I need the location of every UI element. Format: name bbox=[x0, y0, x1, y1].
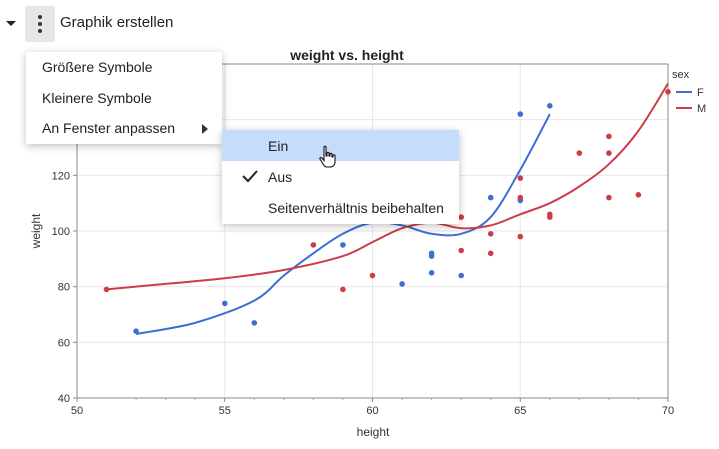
submenu-arrow-icon bbox=[202, 124, 208, 134]
hand-pointer-cursor-icon bbox=[319, 145, 336, 168]
y-axis-ticks: 406080100120140 bbox=[52, 115, 77, 405]
graph-header-title: Graphik erstellen bbox=[60, 14, 174, 31]
point-f[interactable] bbox=[547, 103, 553, 109]
submenu-item-label: Ein bbox=[268, 138, 289, 154]
kebab-icon[interactable] bbox=[25, 6, 55, 42]
point-m[interactable] bbox=[310, 242, 317, 248]
point-f[interactable] bbox=[399, 281, 405, 287]
point-f[interactable] bbox=[222, 300, 228, 307]
point-f[interactable] bbox=[133, 328, 139, 335]
x-tick-label: 50 bbox=[71, 405, 83, 417]
point-m[interactable] bbox=[458, 214, 465, 220]
point-f[interactable] bbox=[428, 253, 435, 259]
fit-to-window-submenu: Ein Aus Seitenverhältnis beibehalten bbox=[222, 130, 459, 224]
submenu-item-off[interactable]: Aus bbox=[222, 161, 459, 192]
graph-options-menu: Größere Symbole Kleinere Symbole An Fens… bbox=[26, 52, 222, 144]
curve-m bbox=[106, 82, 669, 291]
point-f[interactable] bbox=[428, 270, 435, 276]
point-m[interactable] bbox=[665, 89, 671, 95]
point-m[interactable] bbox=[517, 233, 524, 240]
point-f[interactable] bbox=[251, 320, 258, 326]
graph-header: Graphik erstellen bbox=[0, 0, 719, 46]
point-m[interactable] bbox=[576, 150, 583, 156]
point-m[interactable] bbox=[487, 231, 494, 237]
y-tick-label: 100 bbox=[52, 226, 70, 238]
point-m[interactable] bbox=[103, 286, 110, 293]
submenu-item-label: Seitenverhältnis beibehalten bbox=[268, 200, 444, 216]
menu-item-fit-to-window[interactable]: An Fenster anpassen bbox=[26, 113, 222, 144]
x-axis-ticks: 50 55 60 65 70 bbox=[71, 398, 674, 417]
legend-title: sex bbox=[672, 69, 690, 81]
legend-entry-m: M bbox=[697, 103, 706, 115]
y-tick-label: 60 bbox=[58, 337, 70, 349]
y-tick-label: 120 bbox=[52, 170, 70, 182]
y-tick-label: 80 bbox=[58, 282, 70, 294]
point-m[interactable] bbox=[517, 194, 524, 201]
menu-item-label: An Fenster anpassen bbox=[42, 120, 176, 136]
point-f[interactable] bbox=[487, 194, 494, 201]
menu-item-label: Kleinere Symbole bbox=[42, 90, 152, 106]
point-m[interactable] bbox=[606, 133, 612, 140]
y-tick-label: 40 bbox=[58, 393, 70, 405]
submenu-item-on[interactable]: Ein bbox=[222, 130, 459, 161]
point-m[interactable] bbox=[517, 175, 524, 181]
menu-item-larger-symbols[interactable]: Größere Symbole bbox=[26, 52, 222, 83]
triangle-down-icon[interactable] bbox=[4, 16, 18, 30]
point-m[interactable] bbox=[487, 250, 494, 257]
point-m[interactable] bbox=[606, 194, 612, 201]
y-axis-label: weight bbox=[29, 213, 43, 249]
x-axis-label: height bbox=[357, 425, 390, 439]
chart-title: weight vs. height bbox=[289, 47, 404, 63]
x-tick-label: 65 bbox=[514, 405, 526, 417]
point-m[interactable] bbox=[369, 272, 376, 279]
point-m[interactable] bbox=[635, 192, 642, 198]
x-tick-label: 55 bbox=[219, 405, 231, 417]
submenu-item-keep-aspect-ratio[interactable]: Seitenverhältnis beibehalten bbox=[222, 192, 459, 223]
point-m[interactable] bbox=[547, 214, 553, 220]
x-tick-label: 70 bbox=[662, 405, 674, 417]
menu-item-label: Größere Symbole bbox=[42, 59, 153, 75]
point-f[interactable] bbox=[517, 111, 524, 117]
point-m[interactable] bbox=[458, 247, 465, 254]
checkmark-icon bbox=[242, 170, 258, 183]
point-f[interactable] bbox=[340, 242, 346, 248]
menu-item-smaller-symbols[interactable]: Kleinere Symbole bbox=[26, 83, 222, 114]
legend-entry-f: F bbox=[697, 87, 704, 99]
point-f[interactable] bbox=[458, 272, 465, 279]
legend[interactable]: sex F M bbox=[672, 69, 706, 115]
point-m[interactable] bbox=[340, 286, 346, 293]
submenu-item-label: Aus bbox=[268, 169, 293, 185]
point-m[interactable] bbox=[606, 150, 612, 156]
x-tick-label: 60 bbox=[366, 405, 378, 417]
